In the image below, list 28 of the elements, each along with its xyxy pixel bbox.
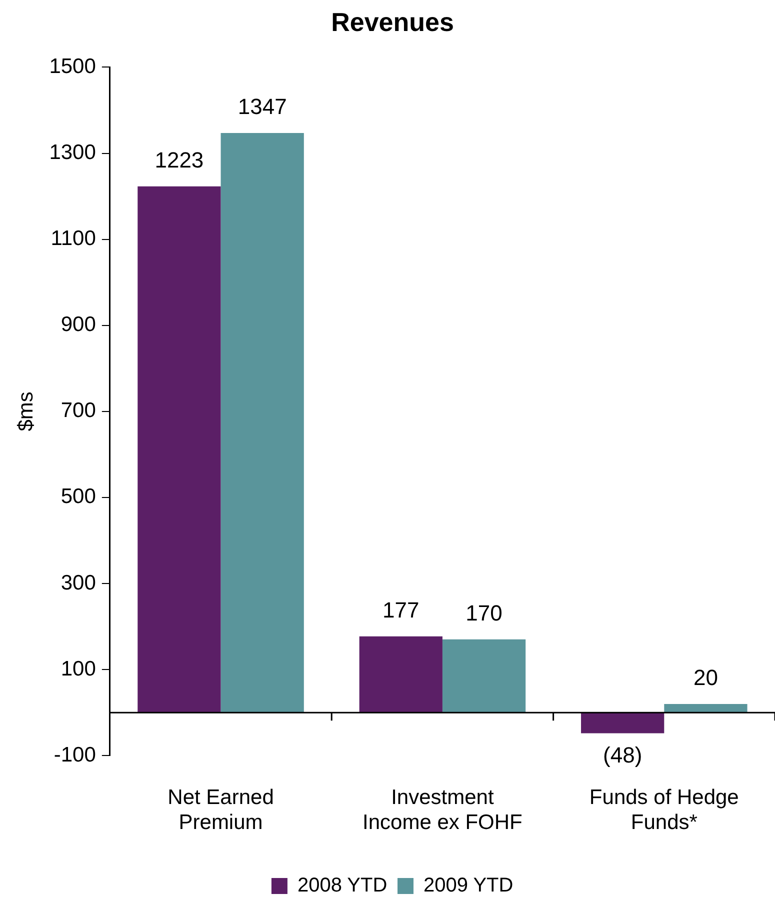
bar [442, 639, 526, 713]
data-label: 20 [693, 665, 718, 690]
x-tick-label: Funds of Hedge Funds* [589, 786, 739, 834]
y-tick-label: 100 [60, 657, 96, 680]
bar [138, 186, 221, 713]
data-label: 170 [466, 600, 502, 626]
y-tick-label: 1100 [50, 227, 96, 250]
y-axis-title: $ms [14, 392, 38, 432]
y-tick-label: 900 [60, 313, 96, 336]
y-tick-label: 500 [60, 485, 96, 508]
bar [220, 133, 304, 713]
data-label: 1223 [154, 147, 204, 172]
y-tick-label: 700 [60, 399, 96, 422]
legend-label: 2008 YTD [297, 874, 388, 897]
bar [359, 636, 442, 713]
bar [664, 704, 748, 713]
x-tick-label: Investment Income ex FOHF [362, 786, 522, 834]
y-tick-label: 300 [60, 571, 96, 594]
legend-label: 2009 YTD [424, 874, 514, 897]
y-tick-label: 1500 [49, 54, 96, 78]
data-label: (48) [603, 742, 642, 768]
bar [581, 712, 664, 734]
data-label: 177 [382, 597, 420, 622]
y-tick-label: -100 [54, 743, 96, 766]
x-tick-label: Net Earned Premium [168, 786, 274, 834]
data-label: 1347 [238, 94, 287, 120]
y-tick-label: 1300 [49, 141, 96, 164]
chart-title: Revenues [331, 6, 454, 37]
